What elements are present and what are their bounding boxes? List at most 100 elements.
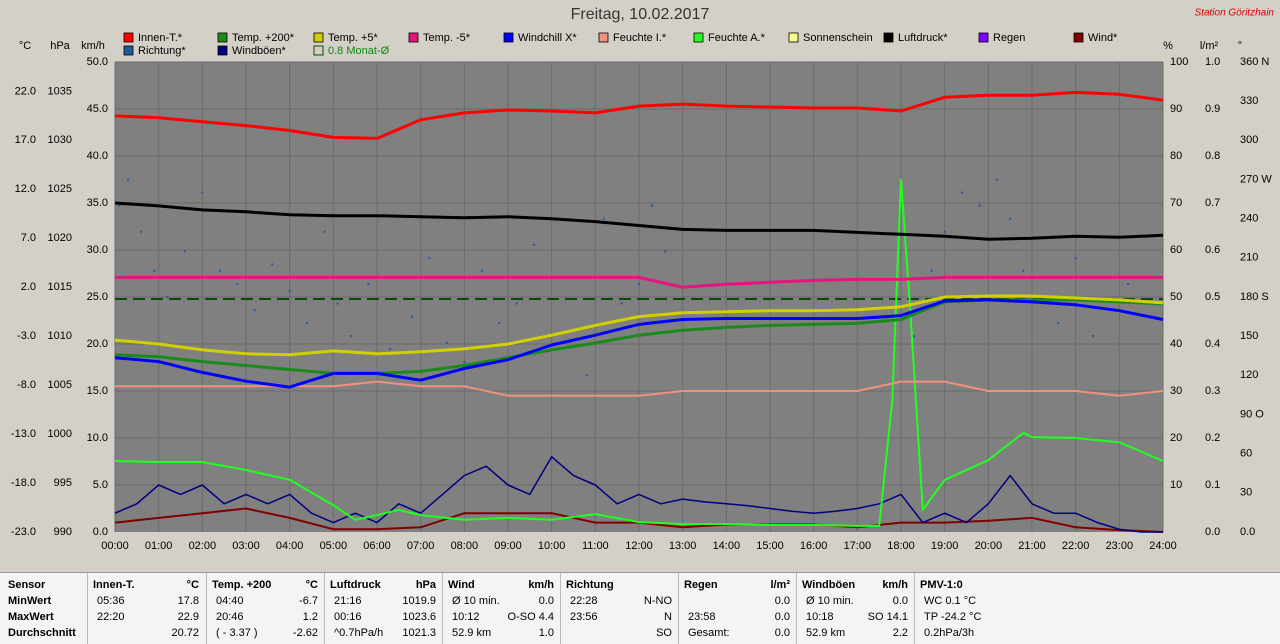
legend-label: Wind*	[1088, 32, 1118, 44]
cell-left: 22:20	[97, 611, 125, 623]
y-tick-label: 300	[1240, 134, 1258, 146]
y-tick-label: 45.0	[87, 103, 108, 115]
cell-right: 1.0	[538, 627, 554, 639]
row-label: MaxWert	[8, 611, 54, 623]
y-tick-label: 180 S	[1240, 291, 1269, 303]
direction-dot	[140, 230, 143, 233]
series-line	[114, 201, 1164, 241]
x-tick-label: 13:00	[669, 540, 697, 552]
cell-right: -6.7	[299, 595, 318, 607]
x-tick-label: 03:00	[232, 540, 260, 552]
cell-left: TP -24.2 °C	[924, 611, 982, 623]
legend-label: Richtung*	[138, 45, 186, 57]
x-tick-label: 02:00	[189, 540, 217, 552]
legend-label: Luftdruck*	[898, 32, 948, 44]
y-tick-label: 30.0	[87, 244, 108, 256]
y-tick-label: 40.0	[87, 150, 108, 162]
cell-right: SO	[656, 627, 672, 639]
y-tick-label: 50	[1170, 291, 1182, 303]
cell-left: ^0.7hPa/h	[334, 627, 384, 639]
group-header: Regen	[684, 579, 718, 591]
y-tick-label: 5.0	[93, 479, 108, 491]
y-tick-label: 0.9	[1205, 103, 1220, 115]
x-tick-label: 21:00	[1018, 540, 1046, 552]
x-tick-label: 17:00	[844, 540, 872, 552]
x-tick-label: 22:00	[1062, 540, 1090, 552]
group-header: Windböen	[802, 579, 856, 591]
series-line	[114, 298, 1164, 389]
direction-dot	[943, 230, 946, 233]
group-unit: km/h	[882, 579, 908, 591]
y-tick-label: -8.0	[17, 379, 36, 391]
x-tick-label: 18:00	[887, 540, 915, 552]
legend-label: Regen	[993, 32, 1025, 44]
series-line	[115, 275, 1163, 289]
row-label: Durchschnitt	[8, 627, 76, 639]
direction-dot	[1009, 217, 1012, 220]
y-tick-label: 1010	[48, 330, 72, 342]
direction-dot	[1127, 282, 1130, 285]
y-tick-label: 150	[1240, 330, 1258, 342]
column-separator	[324, 573, 325, 644]
y-tick-label: 20	[1170, 432, 1182, 444]
axis-unit: hPa	[50, 40, 70, 52]
y-tick-label: 1015	[48, 281, 72, 293]
group-header: Innen-T.	[93, 579, 135, 591]
direction-dot	[445, 341, 448, 344]
cell-right: 0.0	[774, 595, 790, 607]
direction-dot	[271, 263, 274, 266]
direction-dot	[664, 250, 667, 253]
y-tick-label: 1005	[48, 379, 72, 391]
direction-dot	[498, 322, 501, 325]
x-tick-label: 09:00	[494, 540, 522, 552]
column-separator	[914, 573, 915, 644]
legend-swatch	[123, 45, 134, 56]
direction-dot	[1092, 335, 1095, 338]
x-tick-label: 00:00	[101, 540, 129, 552]
direction-dot	[323, 230, 326, 233]
cell-left: 23:56	[570, 611, 598, 623]
x-tick-label: 01:00	[145, 540, 173, 552]
direction-dot	[166, 296, 169, 298]
legend-swatch	[217, 45, 228, 56]
cell-right: 0.0	[774, 627, 790, 639]
cell-right: 1023.6	[402, 611, 436, 623]
cell-left: 10:12	[452, 611, 480, 623]
y-tick-label: -23.0	[11, 526, 36, 538]
direction-dot	[336, 302, 339, 305]
column-separator	[442, 573, 443, 644]
cell-left: 00:16	[334, 611, 362, 623]
direction-dot	[996, 178, 999, 181]
cell-right: 1021.3	[402, 627, 436, 639]
x-tick-label: 24:00	[1149, 540, 1177, 552]
y-tick-label: 995	[54, 477, 72, 489]
y-tick-label: 90	[1170, 103, 1182, 115]
y-tick-label: 0.5	[1205, 291, 1220, 303]
cell-left: 0.2hPa/3h	[924, 627, 975, 639]
direction-dot	[288, 289, 291, 292]
axis-unit: °C	[19, 40, 31, 52]
y-tick-label: 240	[1240, 213, 1258, 225]
y-tick-label: 70	[1170, 197, 1182, 209]
axis-unit: l/m²	[1200, 40, 1219, 52]
direction-dot	[961, 191, 964, 194]
x-tick-label: 12:00	[625, 540, 653, 552]
series-line	[114, 90, 1164, 140]
x-tick-label: 05:00	[320, 540, 348, 552]
y-tick-label: 10	[1170, 479, 1182, 491]
legend-swatch	[693, 32, 704, 43]
cell-left: WC 0.1 °C	[924, 595, 977, 607]
direction-dot	[118, 204, 121, 207]
column-separator	[560, 573, 561, 644]
direction-dot	[913, 335, 916, 338]
direction-dot	[253, 309, 256, 312]
legend-swatch	[1073, 32, 1084, 43]
x-tick-label: 04:00	[276, 540, 304, 552]
legend-label: Feuchte A.*	[708, 32, 766, 44]
y-tick-label: 0.0	[1205, 526, 1220, 538]
x-tick-label: 08:00	[451, 540, 479, 552]
group-unit: l/m²	[770, 579, 790, 591]
group-unit: °C	[305, 579, 318, 591]
y-tick-label: 0.4	[1205, 338, 1220, 350]
legend-swatch	[123, 32, 134, 43]
